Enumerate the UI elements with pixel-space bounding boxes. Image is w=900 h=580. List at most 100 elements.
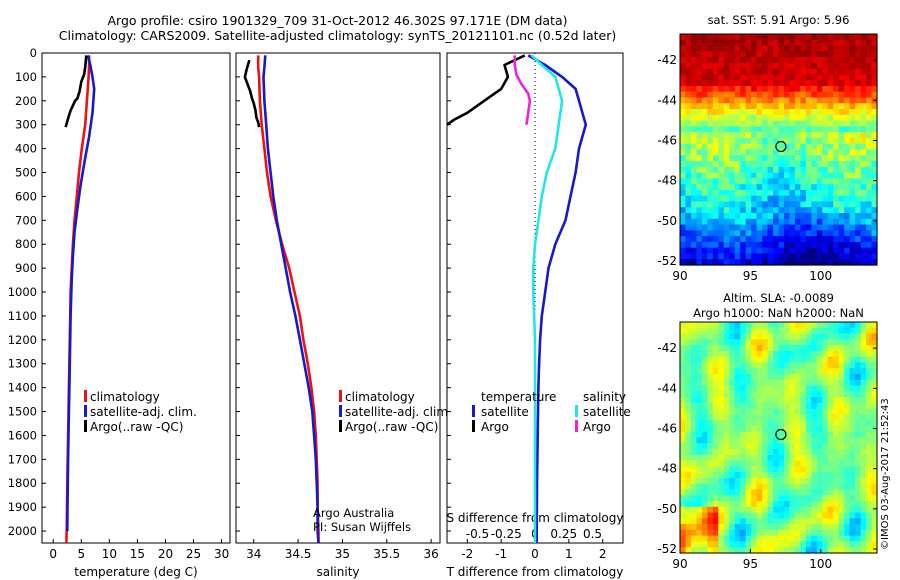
heatmap-cell	[816, 506, 823, 514]
heatmap-cell	[783, 259, 791, 266]
heatmap-cell	[849, 466, 856, 473]
heatmap-cell	[767, 155, 774, 162]
heatmap-cell	[794, 547, 801, 554]
heatmap-cell	[816, 391, 823, 398]
heatmap-cell	[855, 253, 862, 260]
heatmap-cell	[871, 189, 878, 197]
heatmap-cell	[800, 39, 807, 47]
heatmap-cell	[844, 109, 851, 116]
heatmap-cell	[767, 385, 774, 392]
heatmap-cell	[783, 143, 791, 151]
heatmap-cell	[800, 149, 807, 156]
heatmap-cell	[701, 397, 708, 404]
heatmap-cell	[805, 466, 812, 473]
heatmap-cell	[789, 253, 796, 260]
heatmap-cell	[696, 437, 703, 444]
heatmap-cell	[866, 477, 873, 485]
heatmap-cell	[729, 172, 736, 179]
heatmap-cell	[680, 149, 687, 156]
heatmap-cell	[734, 218, 741, 226]
heatmap-cell	[783, 241, 791, 249]
heatmap-cell	[822, 34, 829, 41]
heatmap-cell	[718, 109, 725, 116]
heatmap-cell	[701, 230, 708, 237]
heatmap-cell	[756, 126, 763, 133]
heatmap-cell	[685, 472, 692, 479]
heatmap-cell	[811, 126, 818, 133]
heatmap-cell	[690, 373, 698, 381]
heatmap-cell	[696, 189, 703, 197]
heatmap-cell	[860, 114, 867, 122]
heatmap-cell	[773, 57, 780, 64]
heatmap-cell	[740, 218, 747, 226]
heatmap-cell	[745, 213, 752, 220]
heatmap-cell	[773, 253, 780, 260]
heatmap-cell	[838, 379, 845, 387]
heatmap-cell	[816, 437, 823, 444]
heatmap-cell	[701, 339, 708, 346]
heatmap-cell	[734, 495, 741, 502]
heatmap-cell	[816, 362, 823, 369]
heatmap-cell	[800, 213, 807, 220]
heatmap-cell	[745, 172, 752, 179]
heatmap-cell	[729, 327, 736, 335]
heatmap-cell	[871, 379, 878, 387]
sla-map-subtitle: Argo h1000: NaN h2000: NaN	[693, 306, 864, 320]
heatmap-cell	[767, 184, 774, 191]
legend-label: satellite	[583, 405, 631, 419]
heatmap-cell	[794, 126, 801, 133]
heatmap-cell	[685, 207, 692, 214]
heatmap-cell	[712, 425, 719, 433]
heatmap-cell	[734, 541, 741, 548]
heatmap-cell	[855, 114, 862, 122]
heatmap-cell	[685, 230, 692, 237]
heatmap-cell	[805, 368, 812, 375]
heatmap-cell	[718, 184, 725, 191]
heatmap-cell	[833, 62, 840, 70]
heatmap-cell	[805, 74, 812, 81]
heatmap-cell	[789, 345, 796, 352]
heatmap-cell	[723, 397, 730, 404]
heatmap-cell	[811, 460, 818, 467]
heatmap-cell	[783, 74, 791, 81]
heatmap-cell	[778, 34, 785, 41]
heatmap-cell	[690, 201, 698, 208]
heatmap-cell	[855, 449, 862, 456]
heatmap-cell	[767, 97, 774, 104]
heatmap-cell	[767, 345, 774, 352]
heatmap-cell	[751, 137, 758, 145]
heatmap-cell	[844, 259, 851, 266]
heatmap-cell	[712, 103, 719, 110]
heatmap-cell	[734, 74, 741, 81]
heatmap-cell	[866, 414, 873, 421]
heatmap-cell	[871, 547, 878, 554]
heatmap-cell	[734, 524, 741, 531]
heatmap-cell	[805, 454, 812, 462]
heatmap-cell	[740, 259, 747, 266]
heatmap-cell	[723, 34, 730, 41]
heatmap-cell	[778, 449, 785, 456]
heatmap-cell	[822, 437, 829, 444]
heatmap-cell	[783, 224, 791, 231]
heatmap-cell	[723, 524, 730, 531]
heatmap-cell	[860, 402, 867, 410]
heatmap-cell	[811, 420, 818, 427]
heatmap-cell	[805, 114, 812, 122]
heatmap-cell	[778, 247, 785, 255]
heatmap-cell	[718, 402, 725, 410]
heatmap-cell	[816, 373, 823, 381]
heatmap-cell	[849, 472, 856, 479]
heatmap-cell	[734, 512, 741, 519]
heatmap-cell	[805, 547, 812, 554]
heatmap-cell	[800, 373, 807, 381]
heatmap-cell	[816, 85, 823, 93]
heatmap-cell	[740, 518, 747, 525]
heatmap-cell	[723, 425, 730, 433]
heatmap-cell	[827, 524, 834, 531]
heatmap-cell	[800, 466, 807, 473]
heatmap-cell	[685, 172, 692, 179]
heatmap-cell	[783, 425, 791, 433]
heatmap-cell	[794, 45, 801, 52]
heatmap-cell	[778, 74, 785, 81]
heatmap-cell	[729, 137, 736, 145]
